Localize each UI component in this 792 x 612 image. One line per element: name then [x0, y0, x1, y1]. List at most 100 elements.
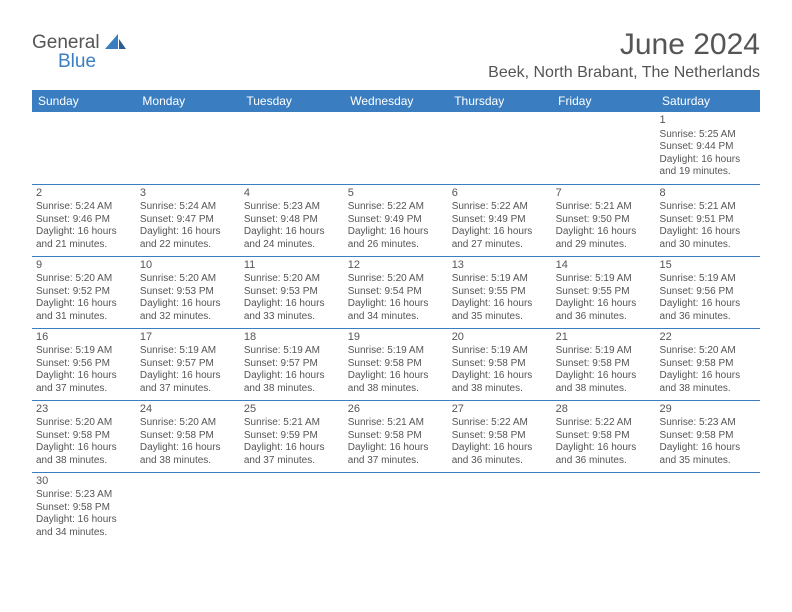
day-number: 6 [452, 187, 548, 201]
calendar-cell: 21Sunrise: 5:19 AMSunset: 9:58 PMDayligh… [552, 328, 656, 400]
day-number: 9 [36, 259, 132, 273]
sunrise-line: Sunrise: 5:19 AM [452, 345, 548, 358]
weekday-header: Thursday [448, 90, 552, 112]
sunrise-line: Sunrise: 5:20 AM [36, 273, 132, 286]
calendar-cell: 20Sunrise: 5:19 AMSunset: 9:58 PMDayligh… [448, 328, 552, 400]
day-number: 8 [660, 187, 756, 201]
day-number: 10 [140, 259, 236, 273]
daylight-line: Daylight: 16 hours and 38 minutes. [452, 370, 548, 395]
daylight-line: Daylight: 16 hours and 22 minutes. [140, 226, 236, 251]
month-title: June 2024 [488, 28, 760, 62]
sunrise-line: Sunrise: 5:21 AM [348, 417, 444, 430]
daylight-line: Daylight: 16 hours and 27 minutes. [452, 226, 548, 251]
sunset-line: Sunset: 9:49 PM [452, 214, 548, 227]
daylight-line: Daylight: 16 hours and 33 minutes. [244, 298, 340, 323]
sunset-line: Sunset: 9:52 PM [36, 286, 132, 299]
sunset-line: Sunset: 9:57 PM [140, 358, 236, 371]
sunrise-line: Sunrise: 5:19 AM [556, 273, 652, 286]
day-number: 4 [244, 187, 340, 201]
sunset-line: Sunset: 9:53 PM [244, 286, 340, 299]
sunset-line: Sunset: 9:59 PM [244, 430, 340, 443]
calendar-cell: 25Sunrise: 5:21 AMSunset: 9:59 PMDayligh… [240, 400, 344, 472]
day-number: 26 [348, 403, 444, 417]
sunrise-line: Sunrise: 5:23 AM [660, 417, 756, 430]
sunrise-line: Sunrise: 5:22 AM [556, 417, 652, 430]
sunrise-line: Sunrise: 5:19 AM [36, 345, 132, 358]
sunset-line: Sunset: 9:57 PM [244, 358, 340, 371]
sunrise-line: Sunrise: 5:19 AM [244, 345, 340, 358]
calendar-row: 9Sunrise: 5:20 AMSunset: 9:52 PMDaylight… [32, 256, 760, 328]
day-number: 25 [244, 403, 340, 417]
calendar-table: SundayMondayTuesdayWednesdayThursdayFrid… [32, 90, 760, 544]
daylight-line: Daylight: 16 hours and 38 minutes. [348, 370, 444, 395]
sunset-line: Sunset: 9:58 PM [452, 358, 548, 371]
sunset-line: Sunset: 9:47 PM [140, 214, 236, 227]
calendar-cell: 24Sunrise: 5:20 AMSunset: 9:58 PMDayligh… [136, 400, 240, 472]
sunrise-line: Sunrise: 5:21 AM [556, 201, 652, 214]
calendar-cell: 1Sunrise: 5:25 AMSunset: 9:44 PMDaylight… [656, 112, 760, 184]
calendar-cell [344, 472, 448, 544]
sunrise-line: Sunrise: 5:20 AM [348, 273, 444, 286]
daylight-line: Daylight: 16 hours and 38 minutes. [556, 370, 652, 395]
sunset-line: Sunset: 9:46 PM [36, 214, 132, 227]
sunset-line: Sunset: 9:56 PM [36, 358, 132, 371]
sunset-line: Sunset: 9:48 PM [244, 214, 340, 227]
sunrise-line: Sunrise: 5:22 AM [452, 417, 548, 430]
calendar-cell: 2Sunrise: 5:24 AMSunset: 9:46 PMDaylight… [32, 184, 136, 256]
calendar-cell [552, 472, 656, 544]
day-number: 30 [36, 475, 132, 489]
calendar-cell: 17Sunrise: 5:19 AMSunset: 9:57 PMDayligh… [136, 328, 240, 400]
daylight-line: Daylight: 16 hours and 35 minutes. [660, 442, 756, 467]
day-number: 27 [452, 403, 548, 417]
calendar-row: 2Sunrise: 5:24 AMSunset: 9:46 PMDaylight… [32, 184, 760, 256]
calendar-row: 1Sunrise: 5:25 AMSunset: 9:44 PMDaylight… [32, 112, 760, 184]
weekday-header: Friday [552, 90, 656, 112]
day-number: 5 [348, 187, 444, 201]
sunset-line: Sunset: 9:58 PM [36, 502, 132, 515]
calendar-cell: 4Sunrise: 5:23 AMSunset: 9:48 PMDaylight… [240, 184, 344, 256]
daylight-line: Daylight: 16 hours and 38 minutes. [244, 370, 340, 395]
sunrise-line: Sunrise: 5:20 AM [36, 417, 132, 430]
day-number: 29 [660, 403, 756, 417]
calendar-cell: 23Sunrise: 5:20 AMSunset: 9:58 PMDayligh… [32, 400, 136, 472]
calendar-cell [552, 112, 656, 184]
calendar-cell: 16Sunrise: 5:19 AMSunset: 9:56 PMDayligh… [32, 328, 136, 400]
calendar-cell [448, 112, 552, 184]
calendar-cell: 9Sunrise: 5:20 AMSunset: 9:52 PMDaylight… [32, 256, 136, 328]
calendar-row: 30Sunrise: 5:23 AMSunset: 9:58 PMDayligh… [32, 472, 760, 544]
sunrise-line: Sunrise: 5:20 AM [660, 345, 756, 358]
sunset-line: Sunset: 9:49 PM [348, 214, 444, 227]
daylight-line: Daylight: 16 hours and 36 minutes. [556, 298, 652, 323]
day-number: 13 [452, 259, 548, 273]
weekday-header: Tuesday [240, 90, 344, 112]
calendar-cell: 19Sunrise: 5:19 AMSunset: 9:58 PMDayligh… [344, 328, 448, 400]
calendar-cell: 18Sunrise: 5:19 AMSunset: 9:57 PMDayligh… [240, 328, 344, 400]
sunrise-line: Sunrise: 5:21 AM [244, 417, 340, 430]
calendar-row: 16Sunrise: 5:19 AMSunset: 9:56 PMDayligh… [32, 328, 760, 400]
calendar-cell: 8Sunrise: 5:21 AMSunset: 9:51 PMDaylight… [656, 184, 760, 256]
sunset-line: Sunset: 9:54 PM [348, 286, 444, 299]
day-number: 14 [556, 259, 652, 273]
sunrise-line: Sunrise: 5:22 AM [348, 201, 444, 214]
sunrise-line: Sunrise: 5:21 AM [660, 201, 756, 214]
sunrise-line: Sunrise: 5:19 AM [660, 273, 756, 286]
calendar-cell: 28Sunrise: 5:22 AMSunset: 9:58 PMDayligh… [552, 400, 656, 472]
sunrise-line: Sunrise: 5:20 AM [140, 417, 236, 430]
sunrise-line: Sunrise: 5:24 AM [36, 201, 132, 214]
day-number: 16 [36, 331, 132, 345]
daylight-line: Daylight: 16 hours and 32 minutes. [140, 298, 236, 323]
day-number: 24 [140, 403, 236, 417]
calendar-cell: 13Sunrise: 5:19 AMSunset: 9:55 PMDayligh… [448, 256, 552, 328]
location: Beek, North Brabant, The Netherlands [488, 64, 760, 82]
daylight-line: Daylight: 16 hours and 21 minutes. [36, 226, 132, 251]
sunrise-line: Sunrise: 5:23 AM [244, 201, 340, 214]
sunset-line: Sunset: 9:58 PM [556, 358, 652, 371]
calendar-cell: 6Sunrise: 5:22 AMSunset: 9:49 PMDaylight… [448, 184, 552, 256]
calendar-body: 1Sunrise: 5:25 AMSunset: 9:44 PMDaylight… [32, 112, 760, 544]
daylight-line: Daylight: 16 hours and 36 minutes. [452, 442, 548, 467]
calendar-cell [240, 112, 344, 184]
calendar-cell [448, 472, 552, 544]
daylight-line: Daylight: 16 hours and 38 minutes. [140, 442, 236, 467]
daylight-line: Daylight: 16 hours and 36 minutes. [556, 442, 652, 467]
calendar-cell: 27Sunrise: 5:22 AMSunset: 9:58 PMDayligh… [448, 400, 552, 472]
